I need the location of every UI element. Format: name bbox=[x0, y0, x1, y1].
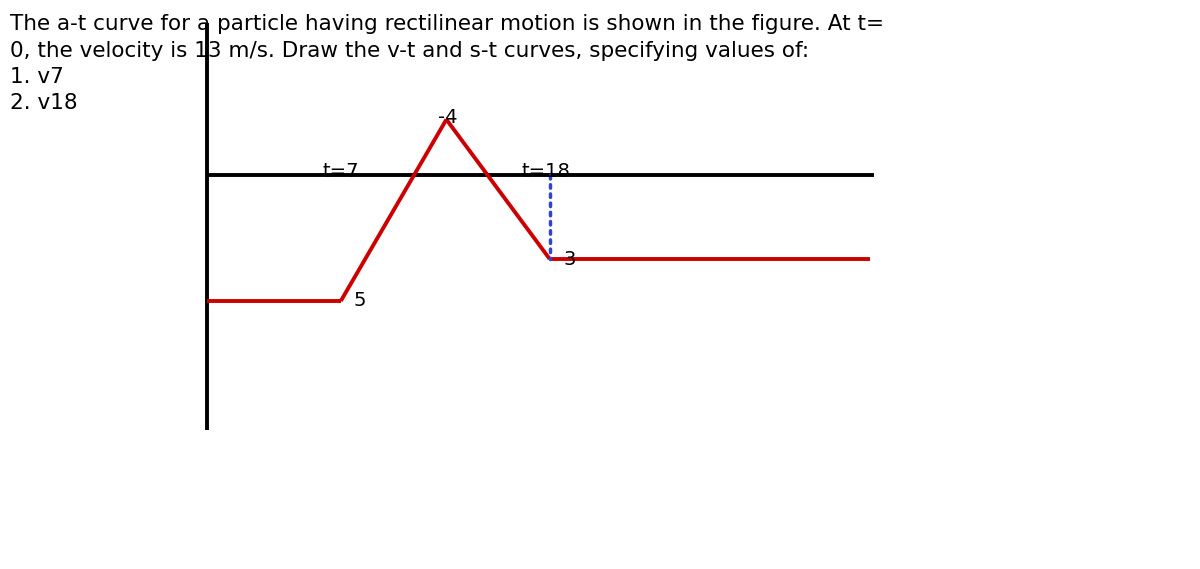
Text: The a-t curve for a particle having rectilinear motion is shown in the figure. A: The a-t curve for a particle having rect… bbox=[10, 14, 883, 113]
Text: t=18: t=18 bbox=[522, 162, 570, 181]
Text: 3: 3 bbox=[564, 250, 576, 269]
Text: 5: 5 bbox=[354, 291, 366, 310]
Text: t=7: t=7 bbox=[323, 162, 359, 181]
Text: -4: -4 bbox=[438, 108, 457, 127]
